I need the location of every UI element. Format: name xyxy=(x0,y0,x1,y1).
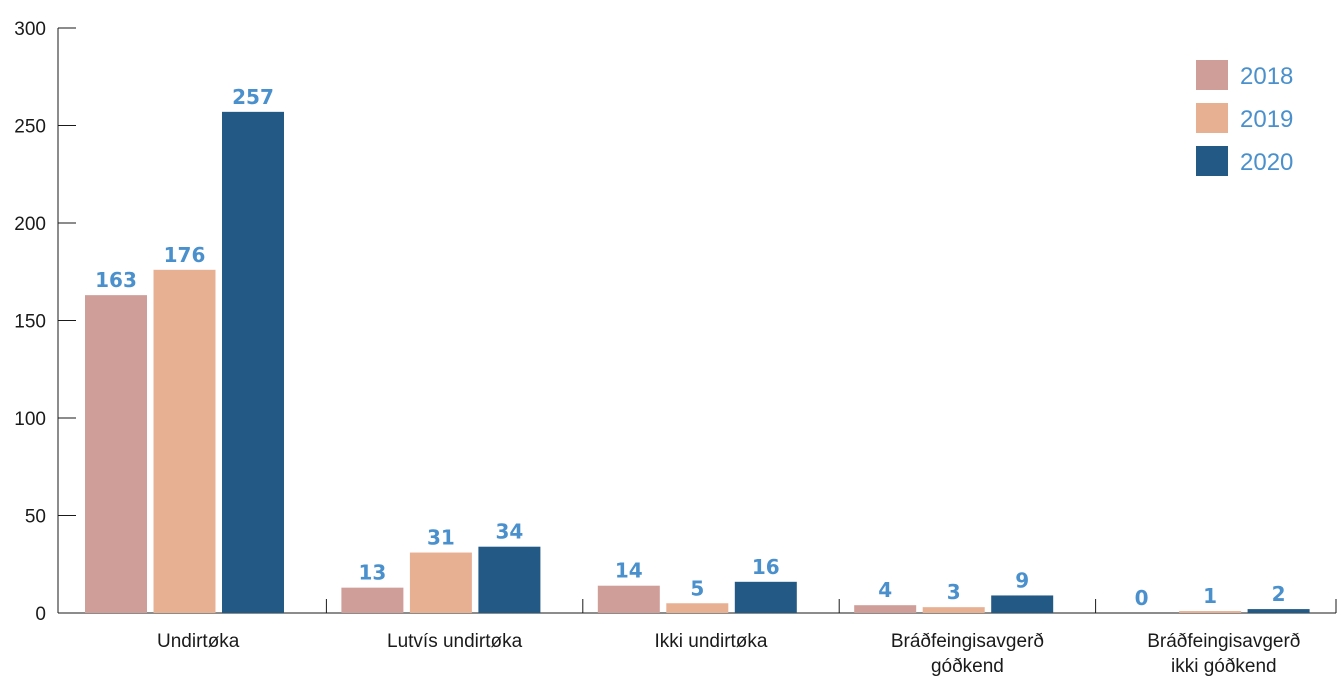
y-tick-label: 200 xyxy=(14,214,46,235)
category-label: Undirtøka xyxy=(157,631,240,652)
y-axis: 0 50 100 150 200 250 300 xyxy=(14,19,76,625)
data-label: 176 xyxy=(164,243,206,267)
data-label: 163 xyxy=(95,268,137,292)
bar-2018 xyxy=(597,585,660,613)
data-label: 4 xyxy=(878,578,892,602)
category-label: Lutvís undirtøka xyxy=(387,631,523,652)
data-label: 14 xyxy=(615,559,643,583)
legend: 2018 2019 2020 xyxy=(1196,60,1293,176)
legend-swatch-2020 xyxy=(1196,146,1228,176)
bar-2019 xyxy=(1179,611,1242,613)
data-label: 13 xyxy=(358,561,386,585)
bar-2018 xyxy=(85,295,147,613)
data-label: 31 xyxy=(427,526,455,550)
category-label: Bráðfeingisavgerð xyxy=(891,631,1044,652)
x-axis: Undirtøka Lutvís undirtøka Ikki undirtøka B… xyxy=(58,599,1337,677)
y-tick-label: 100 xyxy=(14,409,46,430)
bar-2018 xyxy=(341,587,404,613)
y-tick-label: 150 xyxy=(14,312,46,333)
bar-2019 xyxy=(409,552,472,613)
data-label: 3 xyxy=(947,580,961,604)
legend-label: 2018 xyxy=(1240,63,1293,90)
category-label: ikki góðkend xyxy=(1171,656,1277,677)
y-tick-label: 250 xyxy=(14,117,46,138)
bar-2020 xyxy=(478,546,541,613)
data-label: 34 xyxy=(495,520,523,544)
bar-2020 xyxy=(734,581,797,613)
y-tick-label: 300 xyxy=(14,19,46,40)
data-label: 1 xyxy=(1203,584,1217,608)
bar-2018 xyxy=(854,605,917,613)
legend-label: 2019 xyxy=(1240,106,1293,133)
data-label: 2 xyxy=(1272,582,1286,606)
y-tick-label: 0 xyxy=(35,604,46,625)
data-label: 5 xyxy=(690,576,704,600)
bar-2019 xyxy=(666,603,729,613)
y-tick-label: 50 xyxy=(25,507,46,528)
category-label: góðkend xyxy=(931,656,1004,677)
bar-2020 xyxy=(991,595,1054,613)
bar-2020 xyxy=(1247,609,1310,613)
legend-label: 2020 xyxy=(1240,149,1293,176)
data-label: 0 xyxy=(1135,586,1149,610)
data-labels: 163 176 257 13 31 34 14 5 16 4 3 9 0 1 2 xyxy=(95,85,1285,610)
bar-2019 xyxy=(153,269,216,613)
data-label: 257 xyxy=(232,85,274,109)
category-label: Bráðfeingisavgerð xyxy=(1147,631,1300,652)
bars xyxy=(85,111,1310,613)
data-label: 9 xyxy=(1015,568,1029,592)
bar-2020 xyxy=(222,111,284,613)
legend-swatch-2019 xyxy=(1196,103,1228,133)
bar-2019 xyxy=(922,607,985,613)
legend-swatch-2018 xyxy=(1196,60,1228,90)
category-label: Ikki undirtøka xyxy=(655,631,768,652)
data-label: 16 xyxy=(752,555,780,579)
